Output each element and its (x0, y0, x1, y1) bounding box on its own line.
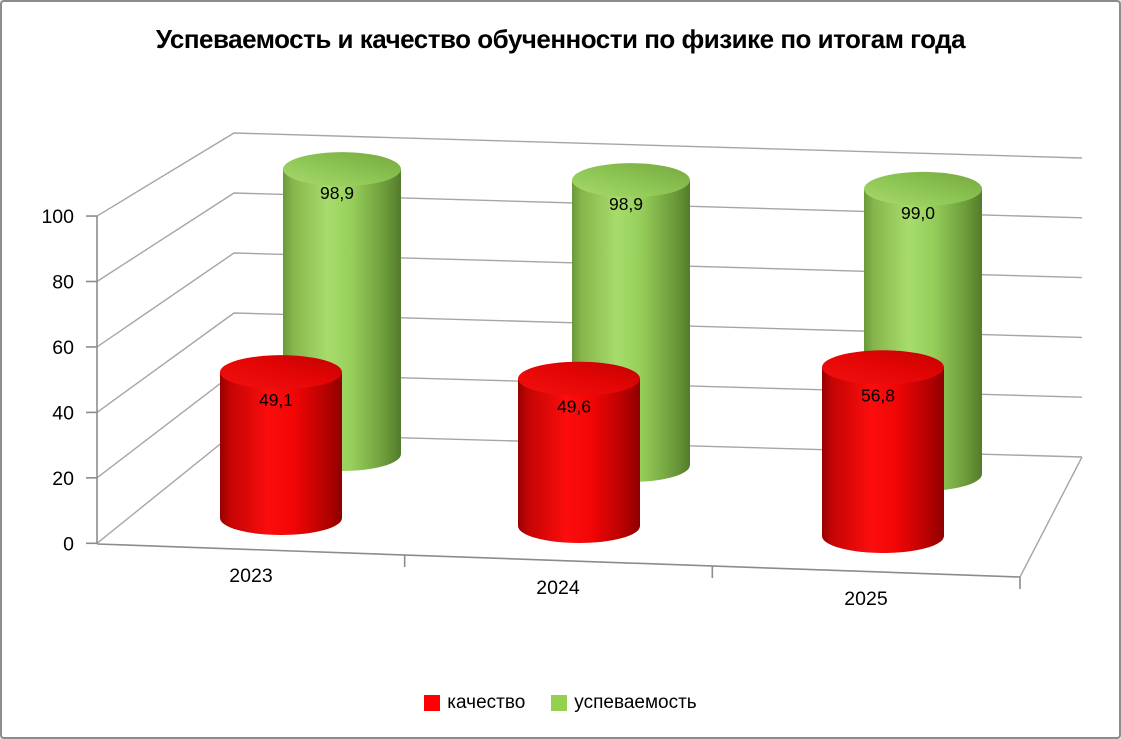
y-axis-tick-label-80: 80 (52, 272, 74, 294)
cylinder-cap (220, 355, 342, 390)
y-axis-tick-label-0: 0 (63, 533, 74, 555)
legend-item-success[interactable]: успеваемость (551, 692, 697, 714)
cylinder-cap (283, 152, 401, 187)
data-label-успеваемость-2023: 98,9 (320, 183, 354, 203)
cylinder-качество-2025[interactable] (822, 350, 944, 553)
x-axis-category-label-2025: 2025 (844, 588, 888, 610)
legend-label-success: успеваемость (574, 692, 697, 713)
y-axis-tick-label-100: 100 (41, 206, 74, 228)
chart-legend: качество успеваемость (2, 692, 1119, 714)
floor-right-edge (1019, 456, 1083, 578)
cylinder-качество-2024[interactable] (518, 361, 640, 543)
cylinder-body (518, 378, 640, 543)
cylinder-cap (572, 163, 690, 198)
legend-swatch-success (551, 695, 568, 711)
gridline-60 (96, 252, 1083, 348)
gridline-100 (96, 132, 1083, 217)
cylinder-cap (864, 171, 982, 206)
cylinder-cap (822, 350, 944, 385)
data-label-успеваемость-2024: 98,9 (609, 194, 643, 214)
legend-swatch-quality (424, 695, 441, 711)
cylinder-body (822, 367, 944, 553)
gridline-80 (96, 192, 1083, 283)
x-axis-line (96, 543, 1021, 578)
cylinder-body (220, 372, 342, 535)
cylinder-cap (518, 361, 640, 396)
data-label-качество-2025: 56,8 (861, 385, 895, 405)
x-axis-category-label-2024: 2024 (536, 577, 580, 599)
y-axis-tick-label-40: 40 (52, 402, 74, 424)
legend-item-quality[interactable]: качество (424, 692, 525, 714)
data-label-качество-2024: 49,6 (557, 397, 591, 417)
cylinder-качество-2023[interactable] (220, 355, 342, 535)
y-axis-tick-label-20: 20 (52, 468, 74, 490)
y-axis-tick-label-60: 60 (52, 337, 74, 359)
data-label-успеваемость-2025: 99,0 (901, 203, 935, 223)
data-label-качество-2023: 49,1 (259, 390, 293, 410)
legend-label-quality: качество (447, 692, 526, 713)
x-axis-category-label-2023: 2023 (229, 565, 272, 587)
chart-title: Успеваемость и качество обученности по ф… (155, 24, 966, 54)
gridline-40 (96, 312, 1083, 413)
